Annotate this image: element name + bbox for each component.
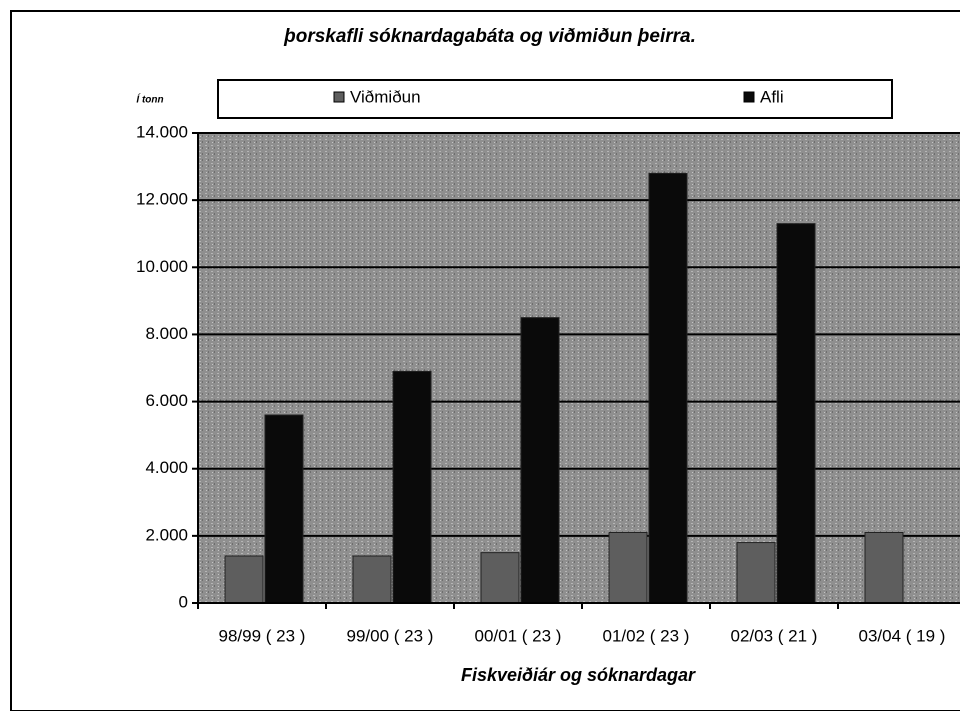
y-tick-label: 6.000 bbox=[145, 391, 188, 410]
legend-label: Viðmiðun bbox=[350, 87, 421, 106]
bar bbox=[736, 542, 776, 604]
x-tick-label: 98/99 ( 23 ) bbox=[219, 626, 306, 645]
y-tick-label: 8.000 bbox=[145, 324, 188, 343]
bar bbox=[864, 532, 904, 604]
x-tick-label: 01/02 ( 23 ) bbox=[603, 626, 690, 645]
y-tick-label: 10.000 bbox=[136, 257, 188, 276]
legend-swatch bbox=[743, 91, 755, 103]
y-axis-label: Í tonn bbox=[136, 93, 163, 106]
y-tick-label: 4.000 bbox=[145, 458, 188, 477]
y-tick-label: 0 bbox=[179, 592, 188, 611]
bar bbox=[608, 532, 648, 604]
bar bbox=[392, 370, 432, 604]
bar bbox=[480, 552, 520, 604]
y-tick-label: 12.000 bbox=[136, 190, 188, 209]
x-tick-label: 00/01 ( 23 ) bbox=[475, 626, 562, 645]
legend bbox=[217, 79, 893, 119]
legend-label: Afli bbox=[760, 87, 784, 106]
y-tick-label: 2.000 bbox=[145, 525, 188, 544]
plot-area bbox=[198, 133, 960, 603]
bar bbox=[776, 223, 816, 604]
bar bbox=[264, 414, 304, 604]
y-tick-label: 14.000 bbox=[136, 122, 188, 141]
chart-title: þorskafli sóknardagabáta og viðmiðun þei… bbox=[283, 26, 696, 47]
x-tick-label: 99/00 ( 23 ) bbox=[347, 626, 434, 645]
bar bbox=[352, 555, 392, 604]
bar bbox=[224, 555, 264, 604]
bar bbox=[520, 317, 560, 604]
x-tick-label: 02/03 ( 21 ) bbox=[731, 626, 818, 645]
frame bbox=[10, 10, 960, 711]
x-axis-label: Fiskveiðiár og sóknardagar bbox=[461, 665, 696, 685]
legend-swatch bbox=[333, 91, 345, 103]
bar bbox=[648, 172, 688, 604]
x-tick-label: 03/04 ( 19 ) bbox=[859, 626, 946, 645]
